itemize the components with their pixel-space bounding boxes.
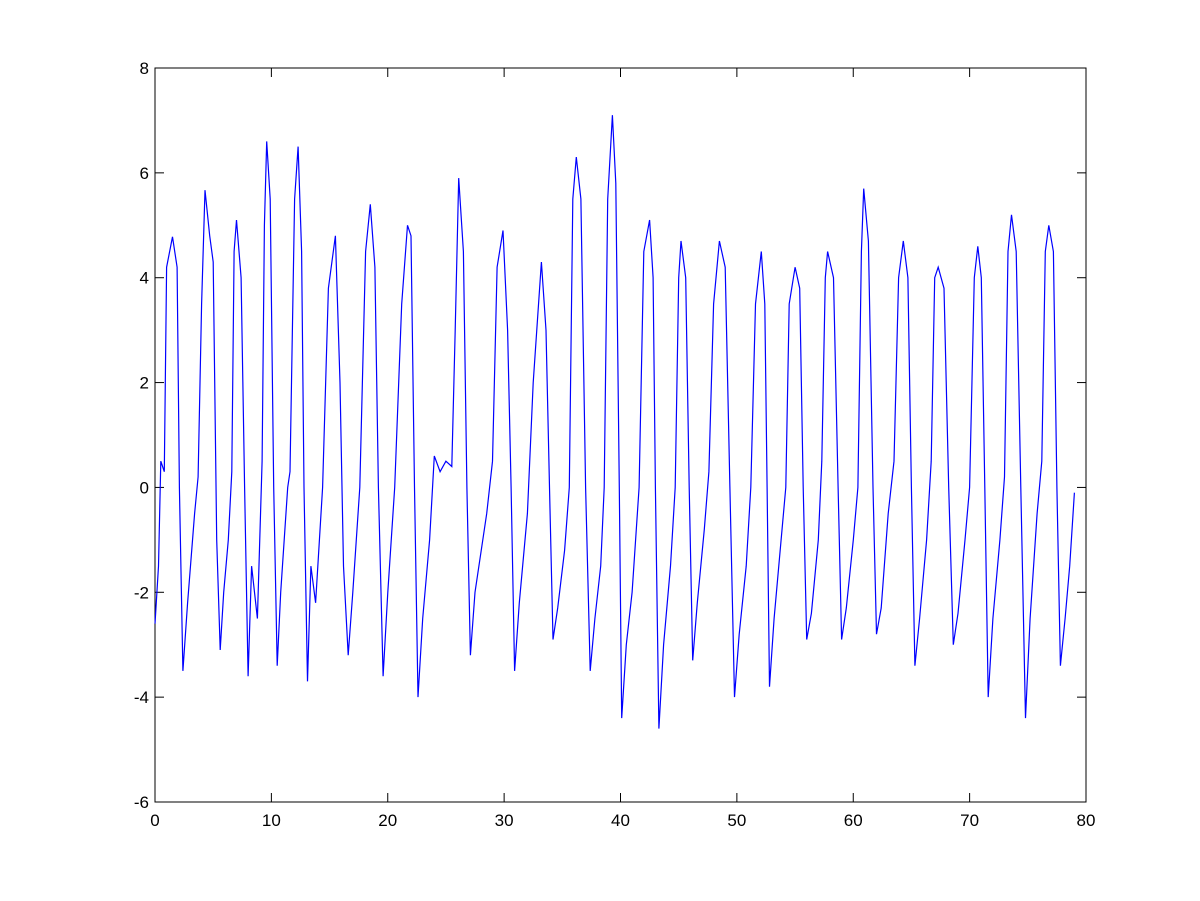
x-tick-label: 60 [844,811,863,830]
y-tick-label: -2 [134,583,149,602]
x-tick-label: 40 [611,811,630,830]
plot-area [154,67,1087,803]
y-tick-labels: -6 -4 -2 0 2 4 6 8 [134,59,149,812]
axis-ticks [154,67,1087,803]
x-tick-labels: 0 10 20 30 40 50 60 70 80 [150,811,1095,830]
y-tick-label: 0 [140,478,149,497]
x-tick-label: 10 [262,811,281,830]
x-tick-label: 80 [1077,811,1096,830]
series-group [154,115,1075,729]
series-line [154,115,1075,729]
x-tick-label: 0 [150,811,159,830]
y-tick-label: 6 [140,164,149,183]
y-tick-label: -6 [134,793,149,812]
x-tick-label: 70 [960,811,979,830]
y-tick-label: -4 [134,688,149,707]
y-tick-label: 4 [140,269,149,288]
y-tick-label: 8 [140,59,149,78]
y-tick-label: 2 [140,374,149,393]
x-tick-label: 20 [378,811,397,830]
x-tick-label: 50 [727,811,746,830]
x-tick-label: 30 [495,811,514,830]
